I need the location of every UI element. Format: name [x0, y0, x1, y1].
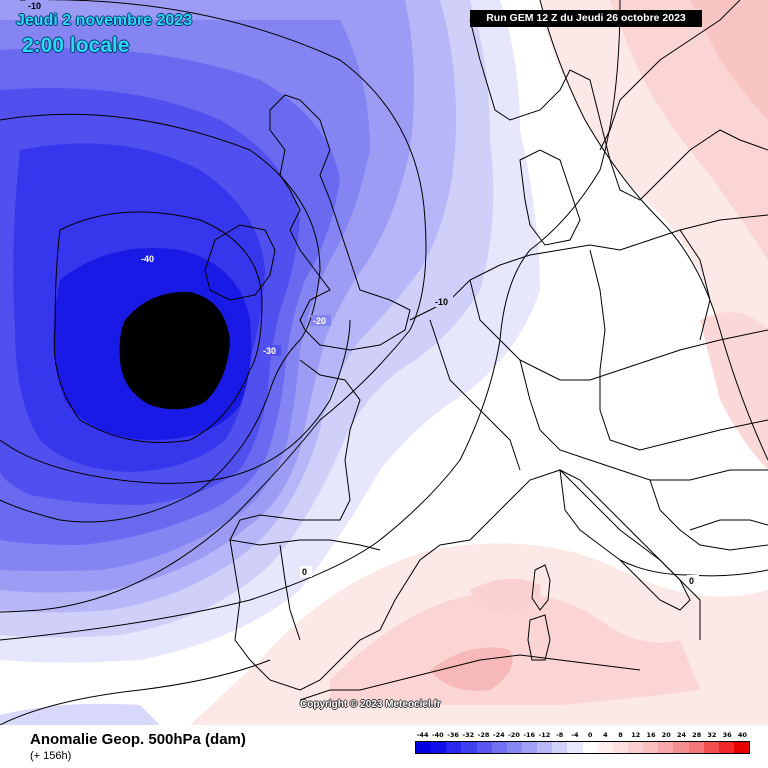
- legend-swatch: [506, 742, 522, 753]
- legend-tick-label: -24: [492, 731, 505, 739]
- map-title: Anomalie Geop. 500hPa (dam): [30, 731, 246, 748]
- legend-swatch: [703, 742, 719, 753]
- model-run-label: Run GEM 12 Z du Jeudi 26 octobre 2023: [470, 10, 702, 27]
- legend-tick-label: 28: [692, 731, 702, 739]
- legend-tick-label: 20: [661, 731, 671, 739]
- legend-swatch: [461, 742, 477, 753]
- legend-tick-label: 4: [603, 731, 608, 739]
- footer: Anomalie Geop. 500hPa (dam) (+ 156h) -44…: [0, 725, 768, 768]
- color-legend: -44 -40 -36 -32 -28 -24 -20 -16 -12 -8 -4 0 4 8 12 16 20…: [415, 731, 750, 761]
- legend-swatch: [582, 742, 598, 753]
- legend-tick-label: -12: [538, 731, 551, 739]
- legend-tick-label: -20: [508, 731, 520, 739]
- forecast-lead-time: (+ 156h): [30, 750, 72, 762]
- legend-swatch: [673, 742, 689, 753]
- legend-tick-label: 32: [707, 731, 717, 739]
- copyright-notice: Copyright © 2023 Meteociel.fr: [300, 699, 441, 710]
- legend-tick-label: -8: [556, 731, 564, 739]
- contour-label-zero-w: 0: [302, 567, 307, 577]
- legend-swatch: [688, 742, 704, 753]
- legend-swatch: [567, 742, 583, 753]
- legend-swatch: [491, 742, 507, 753]
- negative-anomaly-areas: [0, 0, 540, 663]
- legend-tick-label: -28: [477, 731, 490, 739]
- legend-swatch: [597, 742, 613, 753]
- legend-swatch: [718, 742, 734, 753]
- legend-tick-label: 36: [722, 731, 732, 739]
- legend-tick-label: 8: [618, 731, 623, 739]
- legend-swatch: [658, 742, 674, 753]
- legend-swatch: [416, 742, 432, 753]
- legend-swatch: [431, 742, 447, 753]
- legend-swatch: [612, 742, 628, 753]
- legend-tick-label: -36: [447, 731, 459, 739]
- contour-label-minus40: -40: [141, 254, 154, 264]
- legend-tick-label: -32: [462, 731, 475, 739]
- legend-swatch: [733, 742, 750, 753]
- legend-tick-label: 12: [631, 731, 641, 739]
- contour-label-minus10-nw: -10: [28, 1, 41, 11]
- legend-tick-label: 16: [646, 731, 656, 739]
- legend-tick-label: 24: [676, 731, 686, 739]
- legend-ticks: -44 -40 -36 -32 -28 -24 -20 -16 -12 -8 -4 0 4 8 12 16 20…: [415, 731, 750, 741]
- contour-label-minus10-e: -10: [435, 297, 448, 307]
- legend-swatch: [446, 742, 462, 753]
- coastlines: [204, 0, 768, 701]
- legend-tick-label: -16: [523, 731, 536, 739]
- contour-label-zero-e: 0: [689, 576, 694, 586]
- legend-tick-label: -44: [416, 731, 429, 739]
- forecast-date: Jeudi 2 novembre 2023: [16, 12, 193, 29]
- contour-label-minus30: -30: [263, 346, 276, 356]
- contour-labels: -10 -40 -20 -30 -10 0 0: [26, 0, 699, 586]
- legend-tick-label: 40: [737, 731, 747, 739]
- legend-swatch: [627, 742, 644, 753]
- legend-tick-label: -4: [571, 731, 579, 739]
- legend-swatch: [521, 742, 538, 753]
- forecast-time: 2:00 locale: [22, 34, 130, 57]
- legend-tick-label: -40: [431, 731, 444, 739]
- legend-bar: [415, 741, 750, 754]
- anomaly-map: -10 -40 -20 -30 -10 0 0: [0, 0, 768, 725]
- legend-swatch: [552, 742, 568, 753]
- legend-tick-label: 0: [587, 731, 593, 739]
- legend-swatch: [643, 742, 659, 753]
- legend-swatch: [537, 742, 553, 753]
- contour-label-minus20: -20: [313, 316, 326, 326]
- legend-swatch: [476, 742, 492, 753]
- contour-lines: [0, 0, 768, 725]
